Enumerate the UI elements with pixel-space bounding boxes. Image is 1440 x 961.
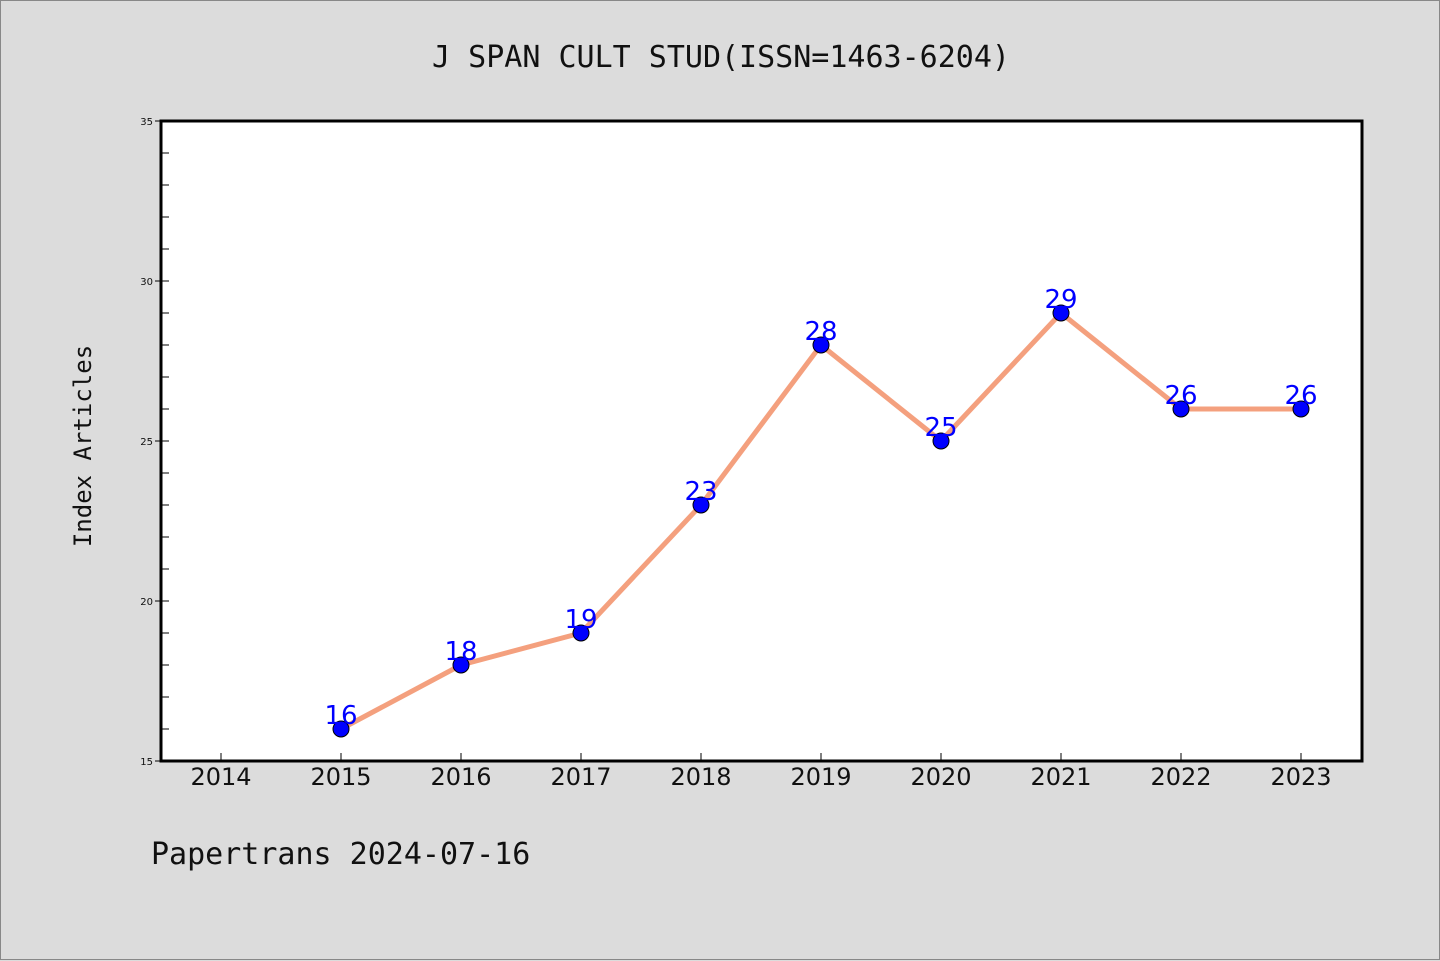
data-label: 29 — [1044, 285, 1077, 315]
data-label: 26 — [1164, 381, 1197, 411]
data-point — [692, 496, 710, 514]
data-label: 25 — [924, 413, 957, 443]
data-point — [932, 432, 950, 450]
data-label: 19 — [564, 605, 597, 635]
data-label: 18 — [444, 637, 477, 667]
plot-area — [159, 119, 1364, 763]
x-tick-label: 2015 — [310, 763, 371, 791]
x-tick-label: 2023 — [1270, 763, 1331, 791]
y-minor-ticks — [161, 120, 169, 762]
x-tick-label: 2020 — [910, 763, 971, 791]
data-label: 26 — [1284, 381, 1317, 411]
data-point — [1292, 400, 1310, 418]
x-tick-label: 2021 — [1030, 763, 1091, 791]
y-axis-label: Index Articles — [69, 345, 97, 547]
data-label: 16 — [324, 701, 357, 731]
y-tick-label: 15 — [140, 757, 153, 768]
chart-title: J SPAN CULT STUD(ISSN=1463-6204) — [432, 40, 1010, 75]
y-tick-label: 25 — [140, 437, 153, 448]
data-point — [332, 720, 350, 738]
y-tick-label: 35 — [140, 117, 153, 128]
footer-watermark: Papertrans 2024-07-16 — [151, 837, 530, 872]
y-axis-ticks: 15 20 25 30 35 — [140, 117, 161, 768]
y-tick-label: 20 — [140, 597, 153, 608]
data-point — [452, 656, 470, 674]
data-point — [812, 336, 830, 354]
data-point — [1052, 304, 1070, 322]
data-point — [1172, 400, 1190, 418]
series-markers — [332, 304, 1310, 738]
x-tick-label: 2022 — [1150, 763, 1211, 791]
data-labels: 16 18 19 23 28 25 29 26 26 — [324, 285, 1317, 731]
x-tick-label: 2016 — [430, 763, 491, 791]
x-tick-label: 2017 — [550, 763, 611, 791]
data-point — [572, 624, 590, 642]
y-tick-label: 30 — [140, 277, 153, 288]
x-tick-label: 2018 — [670, 763, 731, 791]
x-tick-label: 2014 — [190, 763, 251, 791]
x-tick-label: 2019 — [790, 763, 851, 791]
data-label: 23 — [684, 477, 717, 507]
data-label: 28 — [804, 317, 837, 347]
x-axis-ticks: 2014 2015 2016 2017 2018 2019 2020 2021 2022 2023 — [190, 753, 1332, 791]
